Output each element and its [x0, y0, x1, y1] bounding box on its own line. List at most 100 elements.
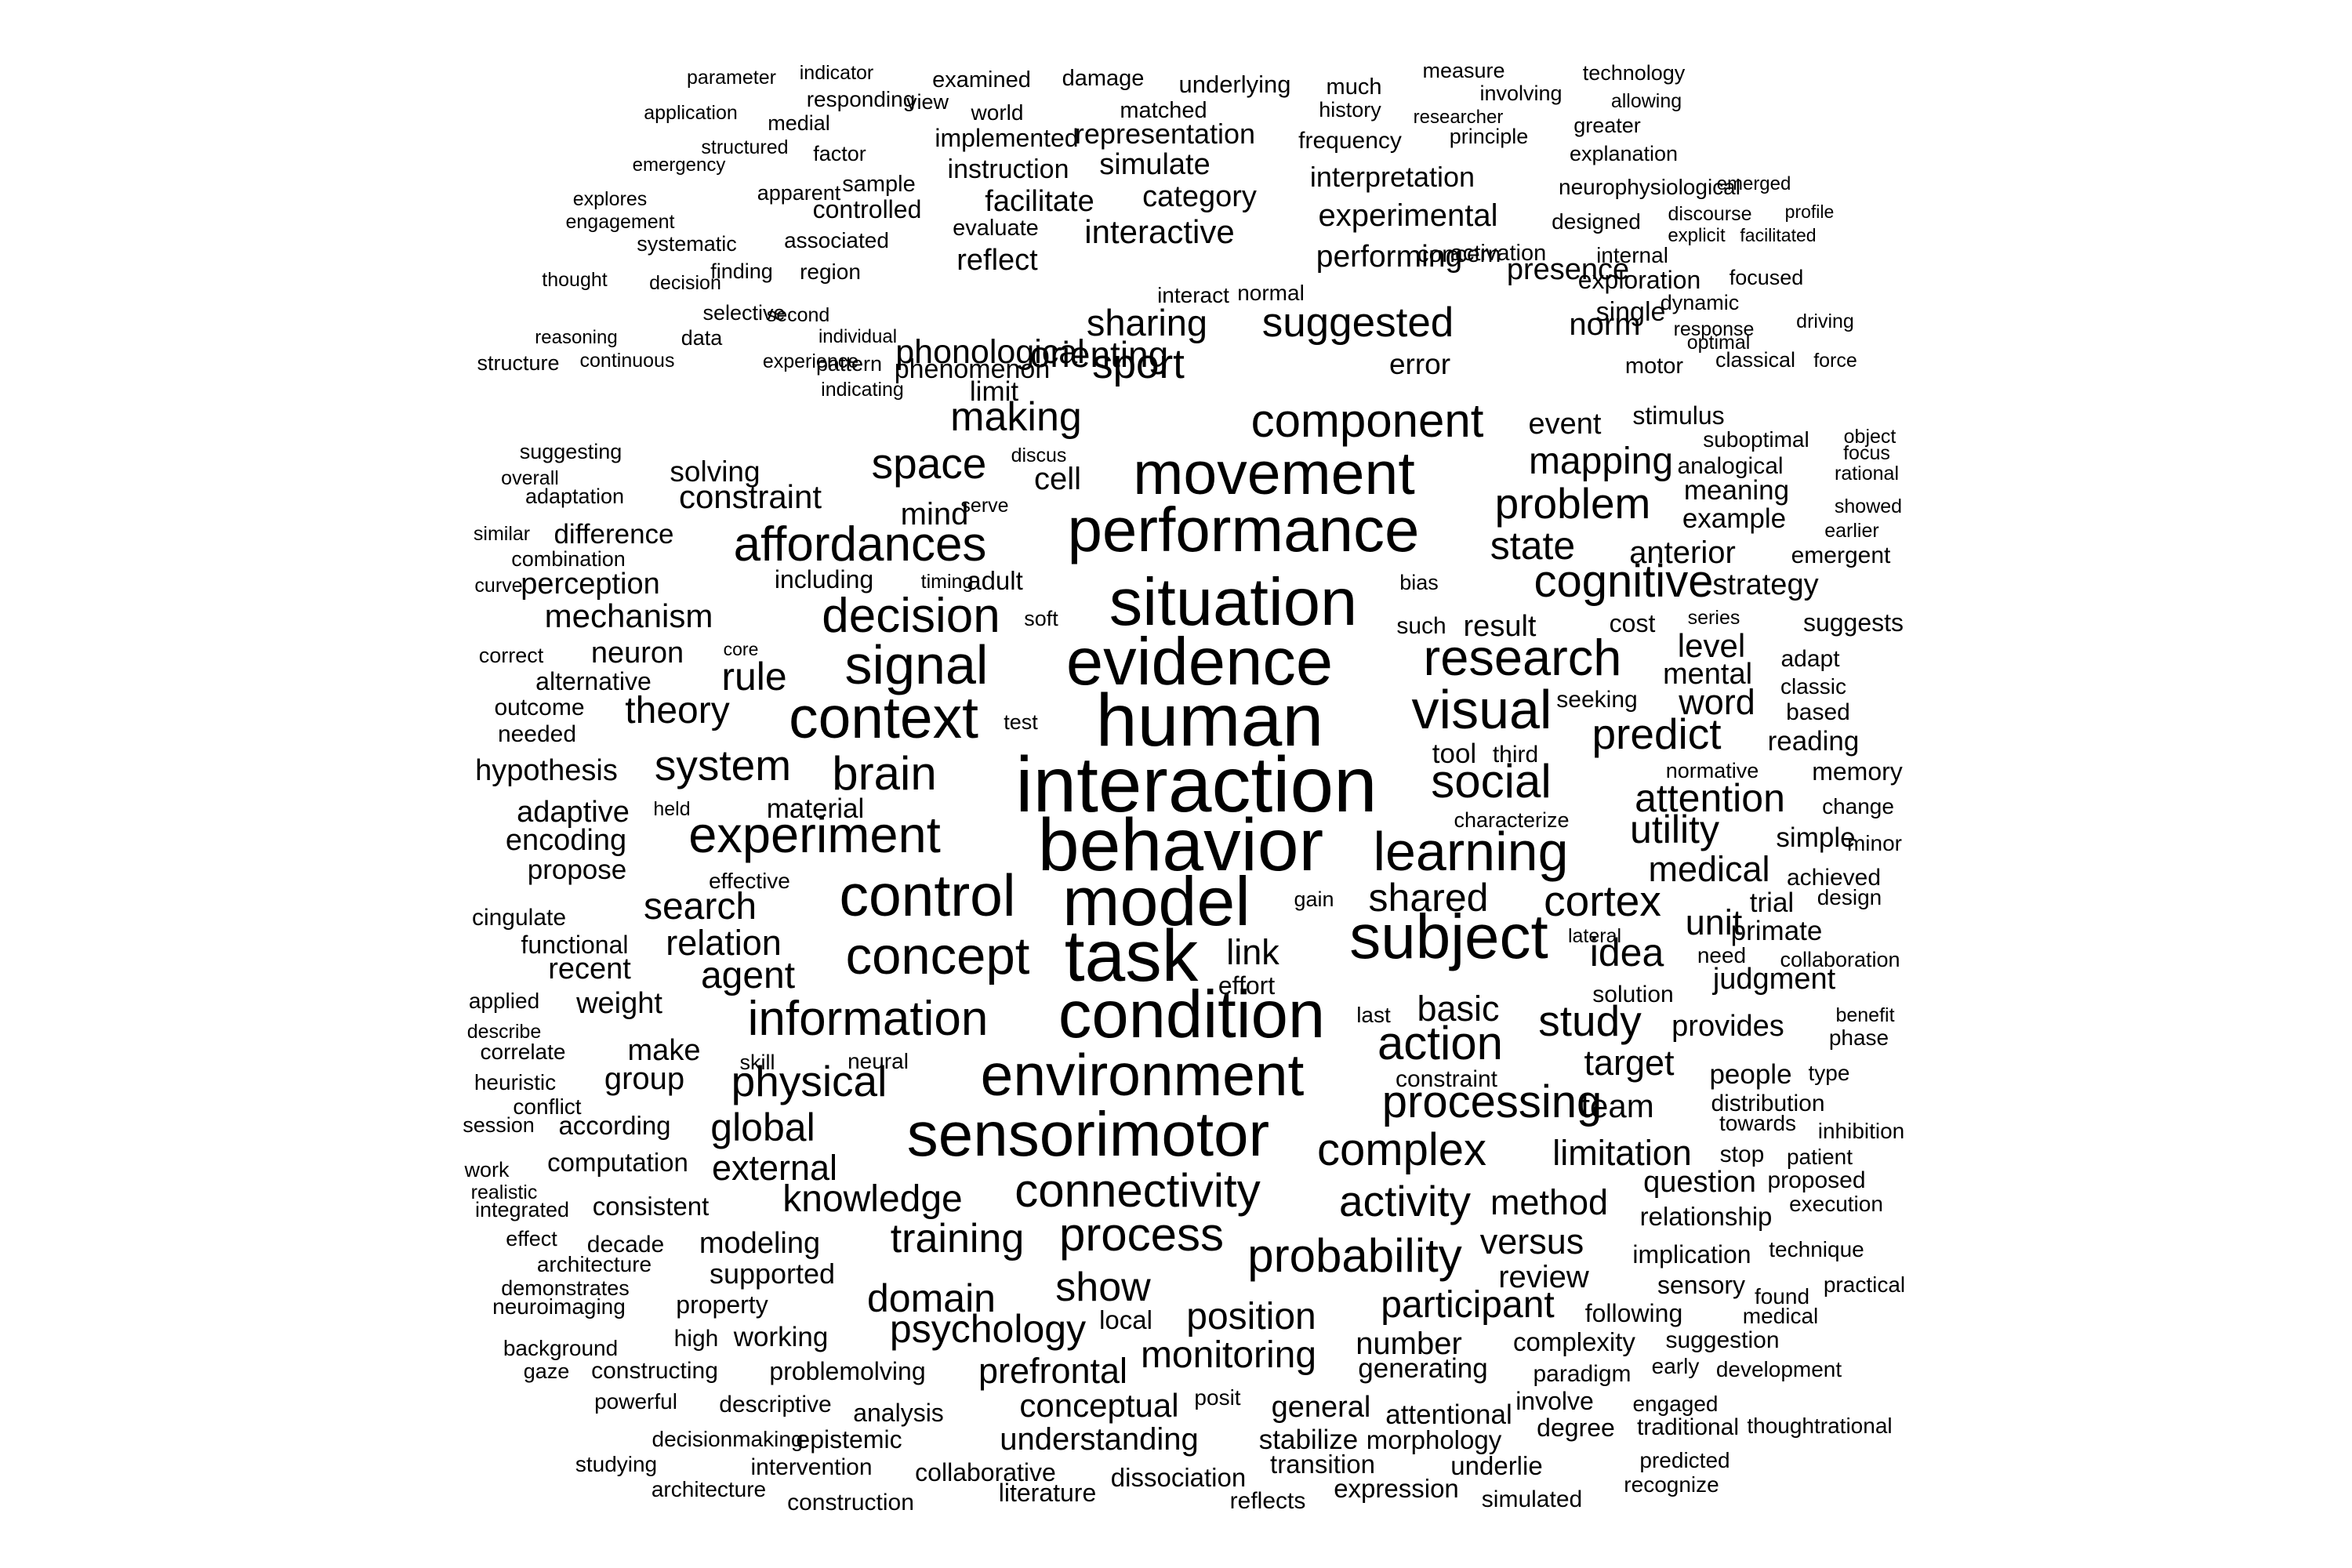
word-target: target: [1584, 1043, 1675, 1083]
word-classic: classic: [1780, 674, 1846, 699]
word-gaze: gaze: [524, 1359, 570, 1383]
word-type: type: [1809, 1061, 1850, 1085]
word-suggests: suggests: [1803, 608, 1904, 637]
word-probability: probability: [1247, 1229, 1462, 1282]
word-design: design: [1817, 885, 1882, 909]
word-condition: condition: [1058, 978, 1325, 1052]
word-thought: thought: [542, 269, 607, 291]
word-research: research: [1424, 629, 1622, 686]
word-powerful: powerful: [594, 1389, 677, 1414]
word-group: group: [604, 1062, 684, 1096]
word-space: space: [872, 439, 987, 488]
word-examined: examined: [932, 67, 1031, 93]
word-sport: sport: [1092, 341, 1185, 387]
word-integrated: integrated: [475, 1198, 569, 1221]
word-explicit: explicit: [1668, 225, 1726, 246]
word-solution: solution: [1592, 982, 1673, 1007]
word-phenomenon: phenomenon: [895, 354, 1051, 384]
word-model: model: [1062, 862, 1250, 940]
word-cost: cost: [1610, 609, 1656, 637]
word-suboptimal: suboptimal: [1703, 427, 1809, 452]
word-performing: performing: [1316, 240, 1462, 274]
word-dynamic: dynamic: [1661, 291, 1740, 314]
word-functional: functional: [521, 931, 629, 959]
word-experiment: experiment: [688, 806, 941, 863]
word-distribution: distribution: [1711, 1091, 1824, 1116]
word-emerged: emerged: [1717, 173, 1791, 194]
word-movement: movement: [1133, 440, 1414, 507]
word-involving: involving: [1479, 82, 1562, 105]
word-simulate: simulate: [1099, 148, 1210, 181]
word-sharing: sharing: [1087, 302, 1207, 343]
word-social: social: [1431, 755, 1551, 808]
word-human: human: [1096, 679, 1323, 762]
word-showed: showed: [1835, 495, 1902, 517]
word-stop: stop: [1720, 1142, 1765, 1167]
word-global: global: [710, 1105, 815, 1149]
word-context: context: [789, 684, 978, 750]
word-reflects: reflects: [1230, 1488, 1306, 1514]
word-researcher: researcher: [1414, 107, 1504, 128]
word-physical: physical: [731, 1057, 887, 1105]
word-subject: subject: [1349, 902, 1548, 971]
word-indicator: indicator: [800, 62, 874, 84]
word-motor: motor: [1625, 354, 1683, 379]
word-effect: effect: [506, 1227, 557, 1250]
word-data: data: [681, 326, 724, 350]
word-decision-2: decision: [822, 589, 1000, 643]
word-focus: focus: [1843, 442, 1890, 464]
word-representation: representation: [1075, 118, 1255, 150]
word-force: force: [1813, 350, 1857, 372]
word-characterize: characterize: [1454, 808, 1569, 832]
word-principle: principle: [1450, 125, 1529, 148]
word-timing: timing: [921, 571, 974, 593]
word-inhibition: inhibition: [1818, 1119, 1905, 1143]
word-facilitate: facilitate: [985, 185, 1094, 218]
word-attention: attention: [1635, 776, 1785, 820]
word-medial: medial: [768, 111, 830, 135]
word-effort: effort: [1218, 971, 1275, 1000]
word-difference: difference: [554, 519, 673, 550]
word-normative: normative: [1666, 759, 1759, 782]
word-execution: execution: [1789, 1192, 1883, 1216]
word-link: link: [1226, 932, 1279, 972]
word-meaning: meaning: [1684, 475, 1789, 506]
word-medical-2: medical: [1743, 1304, 1818, 1328]
word-concern: concern: [1417, 241, 1501, 267]
word-needed: needed: [498, 721, 576, 747]
word-following: following: [1585, 1299, 1683, 1327]
word-decision: decision: [649, 272, 721, 294]
word-recent: recent: [548, 953, 631, 985]
word-understanding: understanding: [1000, 1422, 1199, 1457]
word-high: high: [674, 1326, 719, 1352]
word-modeling: modeling: [699, 1227, 820, 1260]
word-technology: technology: [1583, 61, 1686, 85]
word-curve: curve: [474, 575, 522, 597]
word-search: search: [644, 886, 757, 927]
word-participant: participant: [1381, 1284, 1554, 1326]
word-phase: phase: [1829, 1025, 1889, 1050]
word-generating: generating: [1358, 1353, 1487, 1384]
word-pattern: pattern: [816, 352, 882, 376]
word-earlier: earlier: [1824, 520, 1878, 542]
word-according: according: [558, 1111, 670, 1140]
word-optimal: optimal: [1687, 332, 1751, 354]
word-strategy: strategy: [1712, 568, 1818, 601]
word-component: component: [1251, 394, 1484, 447]
word-profile: profile: [1785, 201, 1835, 222]
word-knowledge: knowledge: [782, 1178, 963, 1220]
word-discourse: discourse: [1668, 203, 1752, 225]
word-psychology: psychology: [890, 1307, 1086, 1351]
word-rational: rational: [1835, 463, 1899, 485]
word-facilitated: facilitated: [1740, 225, 1816, 245]
word-including: including: [775, 565, 873, 593]
word-single: single: [1596, 297, 1666, 327]
word-suggestion: suggestion: [1665, 1327, 1779, 1353]
word-reading: reading: [1768, 726, 1860, 757]
word-problemolving: problemolving: [769, 1357, 925, 1385]
word-focused: focused: [1730, 266, 1804, 289]
word-judgment: judgment: [1712, 963, 1836, 996]
word-making: making: [950, 394, 1082, 440]
word-emergent: emergent: [1791, 543, 1891, 568]
